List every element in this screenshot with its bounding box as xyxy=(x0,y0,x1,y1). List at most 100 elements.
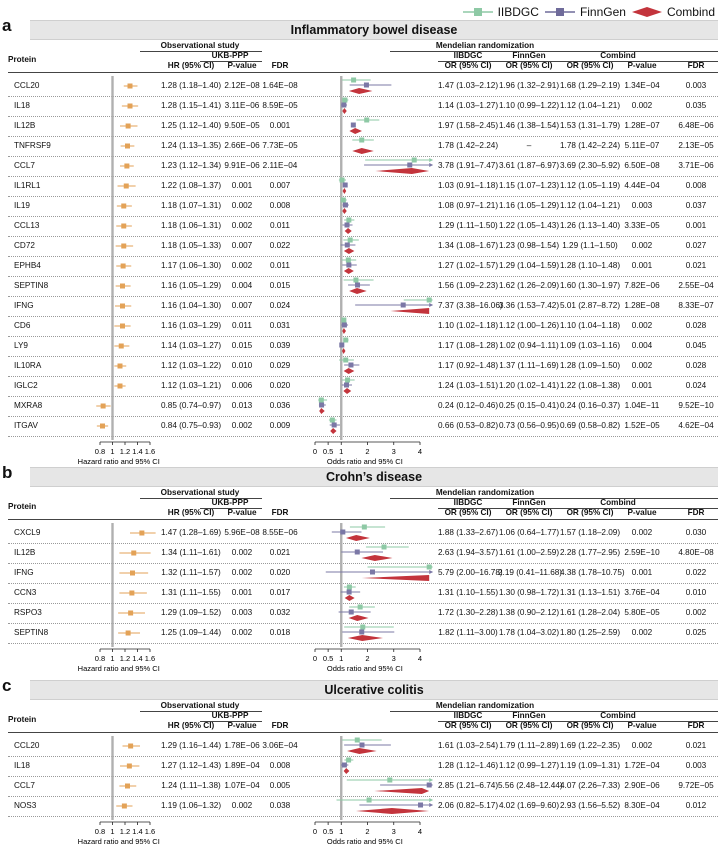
comb-or-value: 1.09 (1.03–1.16) xyxy=(560,341,621,350)
iibdgc-point xyxy=(381,544,387,550)
comb-fdr-value: 6.48E−06 xyxy=(678,121,714,130)
comb-fdr-value: 0.003 xyxy=(685,761,707,770)
hr-header: HR (95% CI) xyxy=(167,721,215,730)
iibdgc-header: IIBDGC xyxy=(453,498,483,507)
panel-title: Inflammatory bowel disease xyxy=(30,20,718,40)
header-rule xyxy=(438,508,498,509)
header-rule xyxy=(498,508,560,509)
iib-or-value: 7.37 (3.38–16.06) xyxy=(438,301,503,310)
legend-item-iibdgc: IIBDGC xyxy=(462,5,539,19)
finn-or-value: 0.25 (0.15–0.41) xyxy=(498,401,560,410)
hr-point xyxy=(100,403,106,409)
hr-tick-label: 1.6 xyxy=(145,447,155,456)
row-divider xyxy=(8,816,718,817)
legend-marker-iibdgc xyxy=(462,8,493,16)
fdr-value: 3.06E−04 xyxy=(262,741,298,750)
hr-point xyxy=(121,223,127,229)
comb-or-value: 1.22 (1.08–1.38) xyxy=(560,381,621,390)
comb-fdr-value: 0.001 xyxy=(685,221,707,230)
row-divider xyxy=(8,236,718,237)
iibdgc-point xyxy=(340,197,346,203)
comb-p-value: 1.72E−04 xyxy=(624,761,660,770)
header-rule xyxy=(560,508,718,509)
hr-point xyxy=(126,763,132,769)
iib-or-value: 1.31 (1.10–1.55) xyxy=(438,588,499,597)
row-divider xyxy=(8,416,718,417)
obs-study-header: Observational study xyxy=(160,41,240,50)
or-forest-plot: 0 0.5 1 2 3 4 Odds ratio and 95% CI xyxy=(313,736,434,846)
hr-value: 1.23 (1.12–1.34) xyxy=(160,161,222,170)
iibdgc-arrow xyxy=(429,158,434,162)
fdr-value: 0.038 xyxy=(269,801,291,810)
protein-label: LY9 xyxy=(14,341,28,350)
iibdgc-point xyxy=(387,777,393,783)
comb-fdr-value: 0.010 xyxy=(685,588,707,597)
combind-header: Combind xyxy=(600,498,636,507)
or-tick-label: 0.5 xyxy=(323,447,333,456)
hr-value: 0.85 (0.74–0.97) xyxy=(160,401,222,410)
finngen-point xyxy=(319,402,325,408)
combind-diamond xyxy=(343,268,354,274)
finn-or-header: OR (95% CI) xyxy=(505,508,553,517)
finngen-point xyxy=(426,782,432,788)
header-rule xyxy=(390,51,718,52)
finn-or-value: 1.16 (1.05–1.29) xyxy=(498,201,560,210)
finn-or-value: 1.79 (1.11–2.89) xyxy=(499,741,559,750)
finn-or-header: OR (95% CI) xyxy=(505,61,553,70)
hr-tick-label: 1.2 xyxy=(120,827,130,836)
comb-or-value: 1.80 (1.25–2.59) xyxy=(560,628,621,637)
comb-or-value: 4.07 (2.26–7.33) xyxy=(560,781,621,790)
comb-p-value: 0.002 xyxy=(631,101,653,110)
hr-value: 1.22 (1.08–1.37) xyxy=(160,181,222,190)
comb-p-value: 2.90E−06 xyxy=(624,781,660,790)
iibdgc-header: IIBDGC xyxy=(453,51,483,60)
hr-value: 1.12 (1.03–1.22) xyxy=(160,361,222,370)
finngen-arrow xyxy=(429,570,434,574)
iib-or-header: OR (95% CI) xyxy=(444,721,492,730)
p-value: 0.006 xyxy=(231,381,253,390)
comb-fdr-value: 2.55E−04 xyxy=(678,281,714,290)
header-rule xyxy=(498,61,560,62)
hr-value: 1.18 (1.06–1.31) xyxy=(160,221,222,230)
combind-diamond xyxy=(342,188,347,194)
comb-or-header: OR (95% CI) xyxy=(566,721,614,730)
hr-value: 1.32 (1.11–1.57) xyxy=(161,568,221,577)
legend-marker-finngen xyxy=(544,8,575,16)
legend-marker-combind xyxy=(631,7,662,17)
row-divider xyxy=(8,96,718,97)
comb-fdr-value: 0.025 xyxy=(685,628,707,637)
or-forest-plot: 0 0.5 1 2 3 4 Odds ratio and 95% CI xyxy=(313,76,434,466)
header-rule xyxy=(200,721,262,722)
row-divider xyxy=(8,256,718,257)
finngen-point xyxy=(341,102,347,108)
fdr-value: 8.59E−05 xyxy=(262,101,298,110)
iibdgc-point xyxy=(329,417,335,423)
comb-or-value: 1.19 (1.09–1.31) xyxy=(560,761,621,770)
hr-value: 1.28 (1.15–1.41) xyxy=(160,101,222,110)
iib-or-value: 1.08 (0.97–1.21) xyxy=(438,201,499,210)
comb-fdr-header: FDR xyxy=(687,721,705,730)
iib-or-value: 1.28 (1.12–1.46) xyxy=(438,761,499,770)
p-value: 0.010 xyxy=(231,361,253,370)
p-value: 1.89E−04 xyxy=(224,761,260,770)
p-value: 2.66E−06 xyxy=(224,141,260,150)
hr-value: 1.16 (1.03–1.29) xyxy=(160,321,222,330)
hr-point xyxy=(117,363,123,369)
fdr-value: 0.021 xyxy=(269,548,291,557)
combind-diamond xyxy=(342,108,347,114)
fdr-value: 2.11E−04 xyxy=(262,161,298,170)
p-value: 9.50E−05 xyxy=(224,121,260,130)
hr-header: HR (95% CI) xyxy=(167,61,215,70)
header-rule xyxy=(560,61,718,62)
p-header: P-value xyxy=(227,721,257,730)
comb-p-header: P-value xyxy=(627,508,657,517)
finn-or-value: 3.36 (1.53–7.42) xyxy=(498,301,560,310)
combind-diamond xyxy=(345,535,370,541)
comb-fdr-value: 0.028 xyxy=(685,361,707,370)
row-divider xyxy=(8,623,718,624)
finngen-arrow xyxy=(429,803,434,807)
combind-diamond xyxy=(361,575,430,581)
iibdgc-point xyxy=(411,157,417,163)
finn-or-value: 1.78 (1.04–3.02) xyxy=(498,628,560,637)
